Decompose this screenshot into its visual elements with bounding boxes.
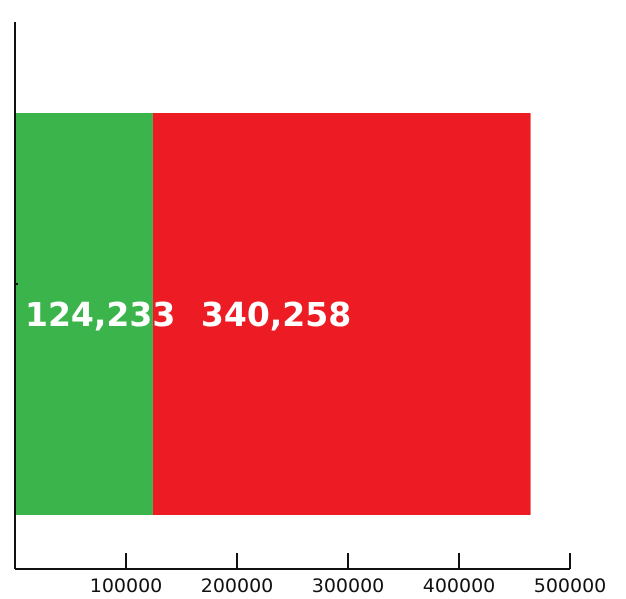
x-tick-label-100000: 100000 [90, 575, 163, 597]
x-tick-label-300000: 300000 [312, 575, 385, 597]
data-label-2: 340,258 [201, 295, 351, 334]
x-tick-label-200000: 200000 [201, 575, 274, 597]
x-tick-label-500000: 500000 [534, 575, 607, 597]
data-label-1: 124,233 [25, 295, 175, 334]
labels-group: 124,233 340,258 [25, 295, 351, 334]
bars-group [15, 113, 531, 515]
x-tick-label-400000: 400000 [423, 575, 496, 597]
axes-group: 100000 200000 300000 400000 500000 [14, 22, 607, 597]
bar-segment-1 [15, 113, 153, 515]
bar-segment-2 [152, 113, 531, 515]
